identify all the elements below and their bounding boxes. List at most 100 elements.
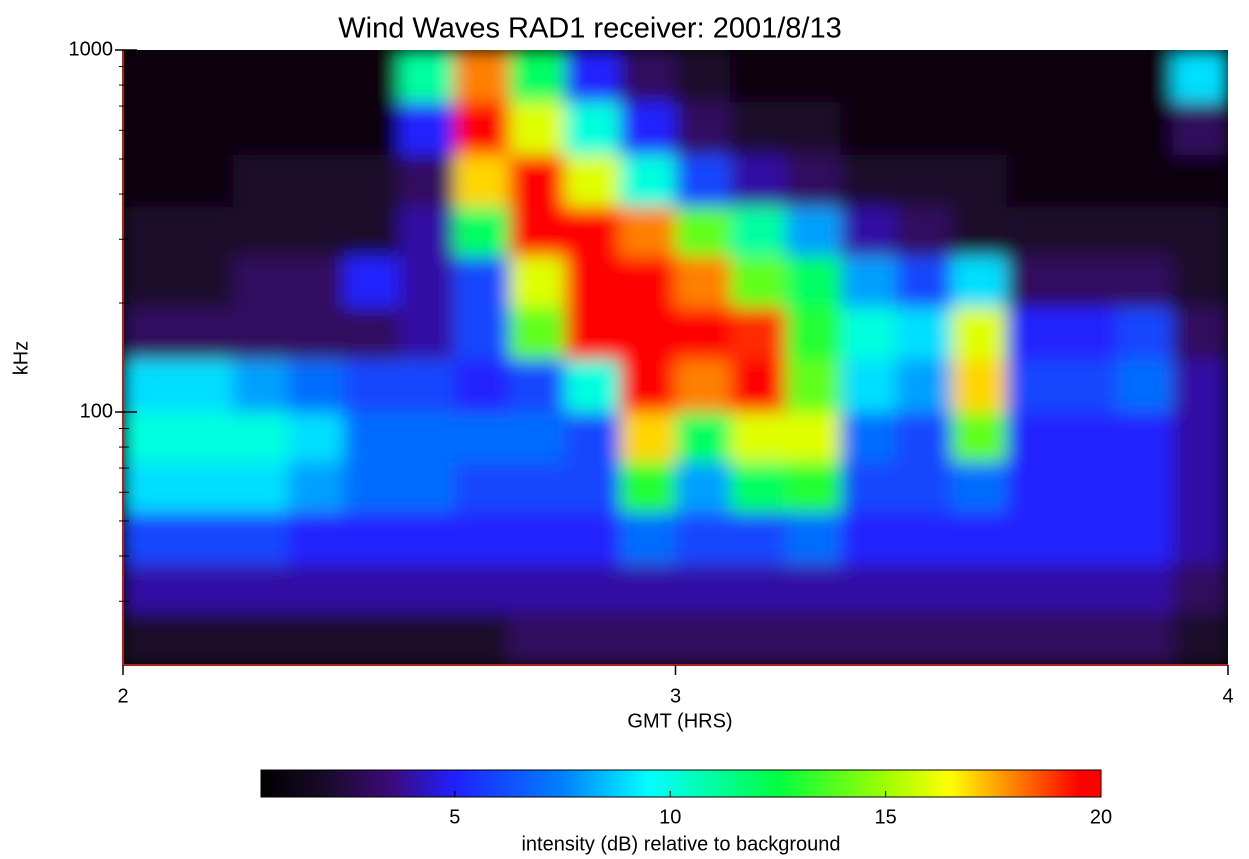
- heatmap-cell: [675, 358, 732, 413]
- heatmap-cell: [619, 511, 676, 565]
- heatmap-cell: [1061, 358, 1118, 413]
- heatmap-cell: [288, 306, 345, 360]
- heatmap-cell: [1006, 101, 1063, 155]
- heatmap-cell: [619, 460, 676, 513]
- heatmap-cell: [564, 563, 621, 613]
- heatmap-cell: [398, 205, 455, 257]
- heatmap-cell: [619, 563, 676, 613]
- heatmap-cell: [730, 306, 787, 360]
- heatmap-cell: [896, 306, 953, 360]
- heatmap-cell: [288, 563, 345, 613]
- heatmap-cell: [509, 563, 566, 613]
- chart-title: Wind Waves RAD1 receiver: 2001/8/13: [338, 13, 841, 45]
- heatmap-cell: [840, 460, 897, 513]
- heatmap-cell: [398, 563, 455, 613]
- x-tick-label: 3: [670, 685, 681, 707]
- heatmap-cell: [1061, 205, 1118, 257]
- heatmap-cell: [509, 50, 566, 103]
- heatmap-cell: [177, 306, 234, 360]
- heatmap-cell: [233, 255, 290, 308]
- heatmap-cell: [288, 611, 345, 665]
- heatmap-cell: [509, 306, 566, 360]
- heatmap-cell: [177, 611, 234, 665]
- heatmap-cell: [1117, 50, 1174, 103]
- heatmap-cell: [730, 205, 787, 257]
- heatmap-cell: [675, 563, 732, 613]
- heatmap-cell: [509, 101, 566, 155]
- heatmap-cell: [1117, 306, 1174, 360]
- heatmap-cell: [509, 358, 566, 413]
- colorbar-tick-label: 20: [1090, 806, 1112, 828]
- y-tick-label: 1000: [69, 38, 114, 60]
- heatmap-cell: [896, 255, 953, 308]
- heatmap-cell: [398, 101, 455, 155]
- heatmap-cell: [840, 50, 897, 103]
- heatmap-cell: [1061, 101, 1118, 155]
- heatmap-cell: [1117, 255, 1174, 308]
- heatmap-cell: [1061, 563, 1118, 613]
- heatmap-cell: [123, 205, 179, 257]
- heatmap-cell: [509, 511, 566, 565]
- heatmap-cell: [730, 460, 787, 513]
- colorbar-label: intensity (dB) relative to background: [521, 833, 840, 855]
- heatmap-cell: [233, 358, 290, 413]
- heatmap-cell: [564, 50, 621, 103]
- heatmap-cell: [564, 358, 621, 413]
- heatmap-cell: [730, 50, 787, 103]
- heatmap-cell: [840, 411, 897, 462]
- heatmap-cell: [123, 255, 179, 308]
- heatmap: [123, 50, 1228, 665]
- heatmap-cell: [343, 358, 400, 413]
- heatmap-cell: [123, 306, 179, 360]
- heatmap-cell: [288, 153, 345, 207]
- heatmap-cell: [233, 101, 290, 155]
- heatmap-cell: [564, 411, 621, 462]
- heatmap-cell: [840, 511, 897, 565]
- heatmap-cell: [454, 50, 511, 103]
- heatmap-cell: [288, 511, 345, 565]
- x-axis-label: GMT (HRS): [627, 710, 732, 732]
- heatmap-cell: [509, 205, 566, 257]
- heatmap-cell: [1172, 511, 1228, 565]
- heatmap-cell: [730, 255, 787, 308]
- heatmap-cell: [785, 563, 842, 613]
- heatmap-cell: [896, 411, 953, 462]
- heatmap-cell: [454, 153, 511, 207]
- heatmap-cell: [564, 153, 621, 207]
- heatmap-cell: [730, 101, 787, 155]
- heatmap-cell: [1172, 306, 1228, 360]
- heatmap-cell: [896, 205, 953, 257]
- heatmap-cell: [675, 611, 732, 665]
- colorbar-tick-label: 15: [874, 806, 896, 828]
- heatmap-cell: [343, 563, 400, 613]
- heatmap-cell: [123, 563, 179, 613]
- heatmap-cell: [840, 205, 897, 257]
- heatmap-cell: [564, 255, 621, 308]
- heatmap-cell: [840, 358, 897, 413]
- heatmap-cell: [509, 611, 566, 665]
- heatmap-cell: [177, 460, 234, 513]
- heatmap-cell: [123, 460, 179, 513]
- heatmap-cell: [619, 411, 676, 462]
- heatmap-cell: [1061, 460, 1118, 513]
- heatmap-cell: [1117, 511, 1174, 565]
- heatmap-cell: [454, 411, 511, 462]
- heatmap-cell: [454, 460, 511, 513]
- heatmap-cell: [896, 611, 953, 665]
- heatmap-cell: [233, 411, 290, 462]
- heatmap-cell: [123, 50, 179, 103]
- heatmap-cell: [675, 306, 732, 360]
- heatmap-cell: [288, 411, 345, 462]
- heatmap-cell: [675, 205, 732, 257]
- heatmap-cell: [454, 101, 511, 155]
- heatmap-cell: [233, 306, 290, 360]
- heatmap-cell: [343, 611, 400, 665]
- heatmap-cell: [840, 306, 897, 360]
- heatmap-cell: [233, 460, 290, 513]
- heatmap-cell: [896, 358, 953, 413]
- heatmap-cell: [398, 611, 455, 665]
- heatmap-cell: [730, 358, 787, 413]
- y-tick-label: 100: [80, 400, 113, 422]
- heatmap-cell: [785, 460, 842, 513]
